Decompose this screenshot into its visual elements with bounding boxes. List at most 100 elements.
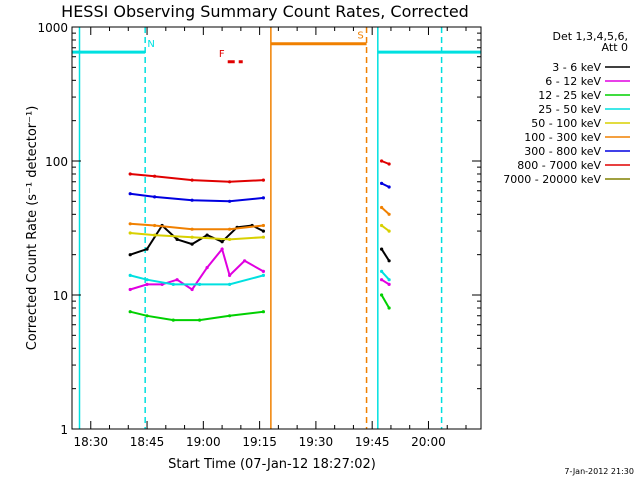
legend-label: 50 - 100 keV (531, 117, 601, 130)
x-tick-label: 19:30 (299, 435, 334, 449)
series-line (129, 223, 264, 256)
y-tick-label: 1 (60, 423, 68, 437)
series-line (130, 232, 264, 241)
chart-title: HESSI Observing Summary Count Rates, Cor… (61, 2, 469, 21)
series-point (228, 227, 232, 231)
series-point (261, 178, 265, 182)
x-tick-label: 19:15 (242, 435, 277, 449)
series-point (153, 195, 157, 199)
series-point (261, 223, 265, 228)
legend-label: 100 - 300 keV (524, 131, 601, 144)
series-point (261, 196, 265, 200)
series-line (380, 294, 390, 309)
series-point (380, 247, 384, 251)
y-axis-label: Corrected Count Rate (s⁻¹ detector⁻¹) (25, 106, 40, 351)
series-point (153, 223, 157, 228)
series-point (175, 237, 179, 241)
series-point (228, 314, 232, 318)
series-point (190, 287, 194, 292)
series-point (387, 306, 391, 310)
series-point (228, 282, 232, 286)
series-point (380, 278, 384, 282)
x-axis-label: Start Time (07-Jan-12 18:27:02) (168, 457, 376, 472)
series-point (261, 310, 265, 314)
series-point (128, 287, 132, 292)
series-point (128, 310, 132, 314)
series-line (130, 192, 264, 203)
x-tick-label: 19:45 (355, 435, 390, 449)
legend-header: Det 1,3,4,5,6, (552, 30, 628, 43)
series-point (261, 273, 265, 277)
x-tick-label: 18:45 (130, 435, 165, 449)
series-point (160, 282, 164, 286)
series-point (171, 282, 175, 286)
series-line (129, 246, 264, 291)
series-point (153, 233, 157, 237)
flag-bars: N F S (72, 31, 481, 64)
series-point (261, 229, 265, 233)
series-point (145, 314, 149, 318)
x-tick-label: 20:00 (411, 435, 446, 449)
legend-label: 3 - 6 keV (552, 61, 601, 74)
series-point (205, 233, 209, 237)
footer-timestamp: 7-Jan-2012 21:30 (564, 467, 634, 476)
series-point (387, 259, 391, 263)
legend-label: 300 - 800 keV (524, 145, 601, 158)
series-point (228, 180, 232, 184)
series-line (380, 270, 390, 281)
series-point (190, 227, 194, 231)
series-point (175, 278, 179, 282)
series-point (261, 235, 265, 239)
series-point (387, 282, 391, 286)
series-point (128, 192, 132, 196)
series-point (128, 222, 132, 226)
series-point (380, 181, 384, 185)
series-point (153, 174, 157, 178)
legend-label: 6 - 12 keV (545, 75, 601, 88)
series-line (129, 310, 264, 322)
series-line (129, 274, 264, 286)
flag-label: S (357, 31, 363, 42)
data-series (128, 159, 391, 322)
plot-frame (71, 26, 482, 430)
series-point (261, 269, 265, 273)
x-tick-label: 19:00 (186, 435, 221, 449)
series-point (128, 231, 132, 235)
series-line (380, 206, 390, 216)
series-point (380, 293, 384, 297)
series-point (190, 242, 194, 246)
y-tick-label: 100 (45, 155, 68, 169)
series-point (205, 266, 209, 270)
series-point (380, 205, 384, 210)
y-tick-label: 1000 (37, 21, 68, 35)
series-point (228, 237, 232, 241)
series-point (228, 199, 232, 203)
y-tick-label: 10 (53, 289, 68, 303)
flag-label: F (219, 49, 225, 60)
series-point (387, 185, 391, 189)
series-point (145, 278, 149, 282)
series-point (171, 318, 175, 322)
series-point (387, 162, 391, 166)
series-point (145, 282, 149, 286)
series-point (220, 240, 224, 244)
series-point (387, 212, 391, 216)
series-line (130, 173, 264, 183)
legend-label: 7000 - 20000 keV (503, 173, 601, 186)
time-markers (78, 27, 443, 429)
series-point (380, 159, 384, 163)
legend-header: Att 0 (602, 41, 628, 54)
series-point (190, 198, 194, 202)
series-point (387, 278, 391, 282)
series-point (387, 229, 391, 233)
series-point (190, 235, 194, 239)
series-point (198, 318, 202, 322)
series-point (128, 253, 132, 257)
series-point (243, 259, 247, 263)
flag-label: N (147, 39, 154, 50)
legend-label: 800 - 7000 keV (517, 159, 601, 172)
legend-label: 12 - 25 keV (538, 89, 601, 102)
series-point (380, 223, 384, 228)
series-point (128, 172, 132, 176)
